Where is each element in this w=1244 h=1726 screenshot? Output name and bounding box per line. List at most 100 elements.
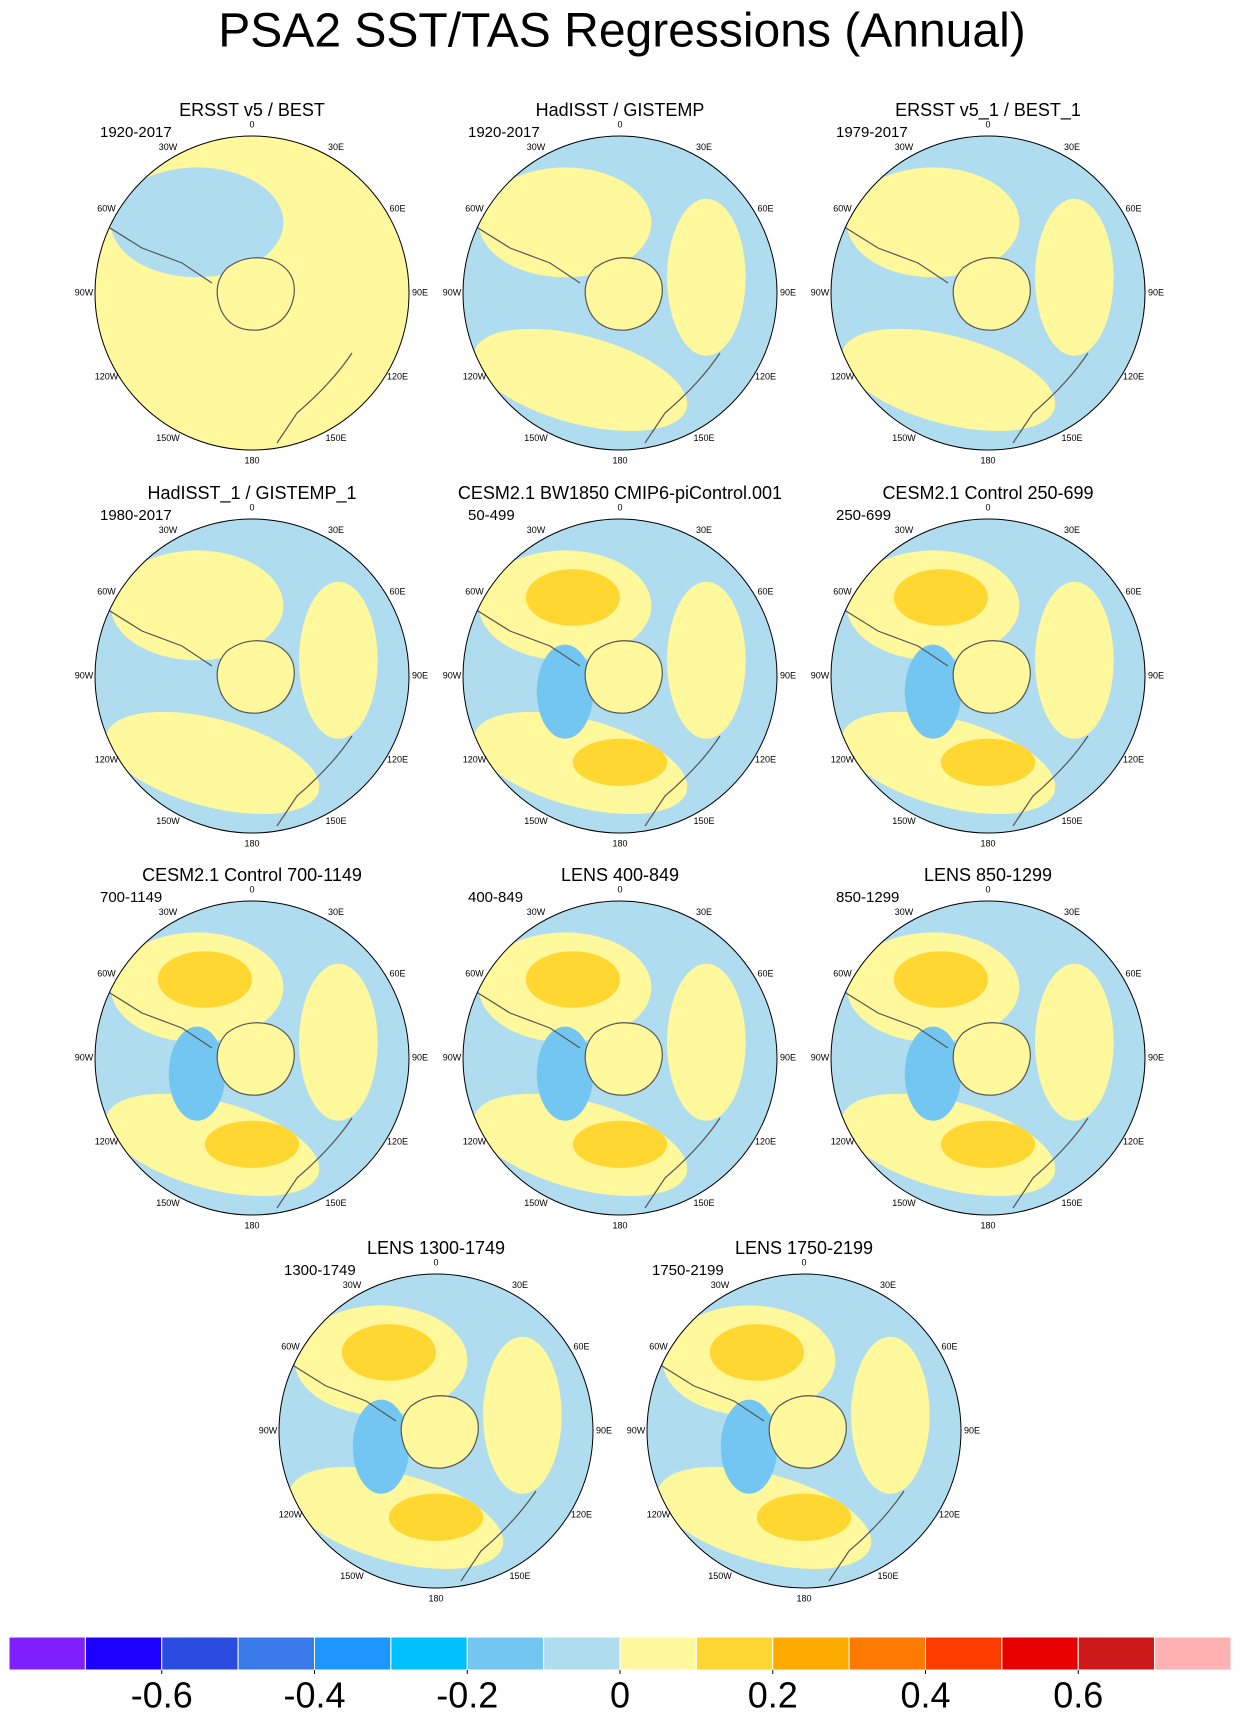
- coastline: [101, 605, 213, 667]
- panel-title: LENS 1300-1749: [367, 1238, 505, 1258]
- lon-label: 60E: [757, 203, 773, 213]
- field-pattern: [536, 644, 594, 739]
- colorbar-tick-label: -0.4: [283, 1675, 345, 1716]
- lon-label: 0: [985, 119, 990, 129]
- lon-label: 180: [244, 838, 259, 848]
- lon-label: 60E: [573, 1341, 589, 1351]
- colorbar-box: [390, 1636, 468, 1671]
- lon-label: 150W: [892, 1198, 916, 1208]
- lon-label: 120E: [571, 1509, 592, 1519]
- map-panel: ERSST v5_1 / BEST_1 1979-2017 0 30E 60E 90E 12…: [811, 100, 1164, 466]
- lon-label: 0: [617, 119, 622, 129]
- lon-label: 180: [244, 1220, 259, 1230]
- field-pattern: [299, 198, 378, 356]
- lon-label: 90E: [1148, 1052, 1164, 1062]
- lon-label: 30W: [343, 1280, 362, 1290]
- coastline: [216, 640, 295, 714]
- lon-label: 60E: [1125, 203, 1141, 213]
- lon-label: 90W: [259, 1425, 278, 1435]
- map-border: [462, 900, 778, 1216]
- lon-label: 150E: [877, 1571, 898, 1581]
- coastline: [952, 1022, 1031, 1096]
- lon-label: 120E: [1123, 754, 1144, 764]
- lon-label: 90E: [1148, 287, 1164, 297]
- panel-period: 1750-2199: [652, 1262, 724, 1279]
- lon-label: 60E: [389, 203, 405, 213]
- lon-label: 120E: [387, 371, 408, 381]
- lon-label: 150W: [156, 1198, 180, 1208]
- lon-label: 150E: [1061, 816, 1082, 826]
- map-border: [646, 1273, 962, 1589]
- panel-period: 1300-1749: [284, 1262, 356, 1279]
- lon-label: 180: [612, 455, 627, 465]
- field-pattern: [388, 1493, 484, 1541]
- field-pattern: [525, 951, 621, 1008]
- map-panel: LENS 1750-2199 1750-2199 0 30E 60E 90E 120E 150…: [627, 1238, 980, 1604]
- panel-period: 400-849: [468, 889, 523, 906]
- lon-label: 60W: [281, 1341, 300, 1351]
- field-pattern: [204, 1120, 300, 1168]
- lon-label: 120E: [755, 754, 776, 764]
- lon-label: 120W: [463, 754, 487, 764]
- field-pattern: [157, 951, 252, 1008]
- lon-label: 150W: [524, 816, 548, 826]
- lon-label: 60E: [1125, 586, 1141, 596]
- map-panel: LENS 400-849 400-849 0 30E 60E 90E 120E 150E 180…: [443, 865, 796, 1231]
- lon-label: 150E: [1061, 433, 1082, 443]
- lon-label: 150E: [325, 1198, 346, 1208]
- lon-label: 90E: [780, 287, 796, 297]
- panel-title: ERSST v5_1 / BEST_1: [895, 100, 1081, 121]
- coastline: [584, 640, 663, 714]
- lon-label: 30W: [895, 142, 914, 152]
- field-pattern: [341, 1324, 436, 1381]
- lon-label: 150W: [156, 816, 180, 826]
- field-pattern: [105, 711, 320, 815]
- field-pattern: [893, 569, 989, 626]
- lon-label: 0: [801, 1257, 806, 1267]
- lon-label: 150E: [325, 816, 346, 826]
- coastline: [584, 1022, 663, 1096]
- field-pattern: [756, 1493, 852, 1541]
- lon-label: 90W: [811, 670, 830, 680]
- lon-label: 120E: [939, 1509, 960, 1519]
- lon-label: 120W: [95, 371, 119, 381]
- map-field: [831, 901, 1145, 1215]
- field-pattern: [709, 1324, 805, 1381]
- coastline: [216, 1022, 295, 1096]
- field-pattern: [299, 963, 378, 1121]
- lon-label: 60E: [389, 968, 405, 978]
- lon-label: 30W: [527, 525, 546, 535]
- lon-label: 90E: [780, 670, 796, 680]
- colorbar-tick-label: 0.2: [748, 1675, 798, 1716]
- field-pattern: [473, 328, 688, 432]
- field-pattern: [105, 328, 320, 432]
- lon-label: 90W: [443, 670, 462, 680]
- lon-label: 90E: [412, 287, 428, 297]
- lon-label: 150E: [509, 1571, 530, 1581]
- lon-label: 120W: [463, 1136, 487, 1146]
- lon-label: 120E: [1123, 1136, 1144, 1146]
- lon-label: 30W: [895, 525, 914, 535]
- coastline: [1012, 735, 1089, 827]
- lon-label: 150E: [693, 1198, 714, 1208]
- panel-period: 1980-2017: [100, 507, 172, 524]
- colorbar-box: [1154, 1636, 1232, 1671]
- coastline: [837, 987, 949, 1049]
- lon-label: 30W: [527, 907, 546, 917]
- lon-label: 60W: [465, 203, 484, 213]
- field-pattern: [110, 550, 284, 661]
- lon-label: 120W: [647, 1509, 671, 1519]
- lon-label: 30E: [328, 142, 344, 152]
- lon-label: 90E: [964, 1425, 980, 1435]
- lon-label: 60W: [833, 203, 852, 213]
- panel-title: ERSST v5 / BEST: [179, 100, 325, 120]
- field-pattern: [846, 167, 1020, 278]
- lon-label: 30E: [696, 525, 712, 535]
- map-border: [94, 900, 410, 1216]
- colorbar-tick-label: 0.6: [1053, 1675, 1103, 1716]
- map-field: [831, 519, 1145, 833]
- colorbar-box: [619, 1636, 697, 1671]
- lon-label: 30E: [880, 1280, 896, 1290]
- panel-title: LENS 400-849: [561, 865, 679, 885]
- coastline: [952, 257, 1031, 331]
